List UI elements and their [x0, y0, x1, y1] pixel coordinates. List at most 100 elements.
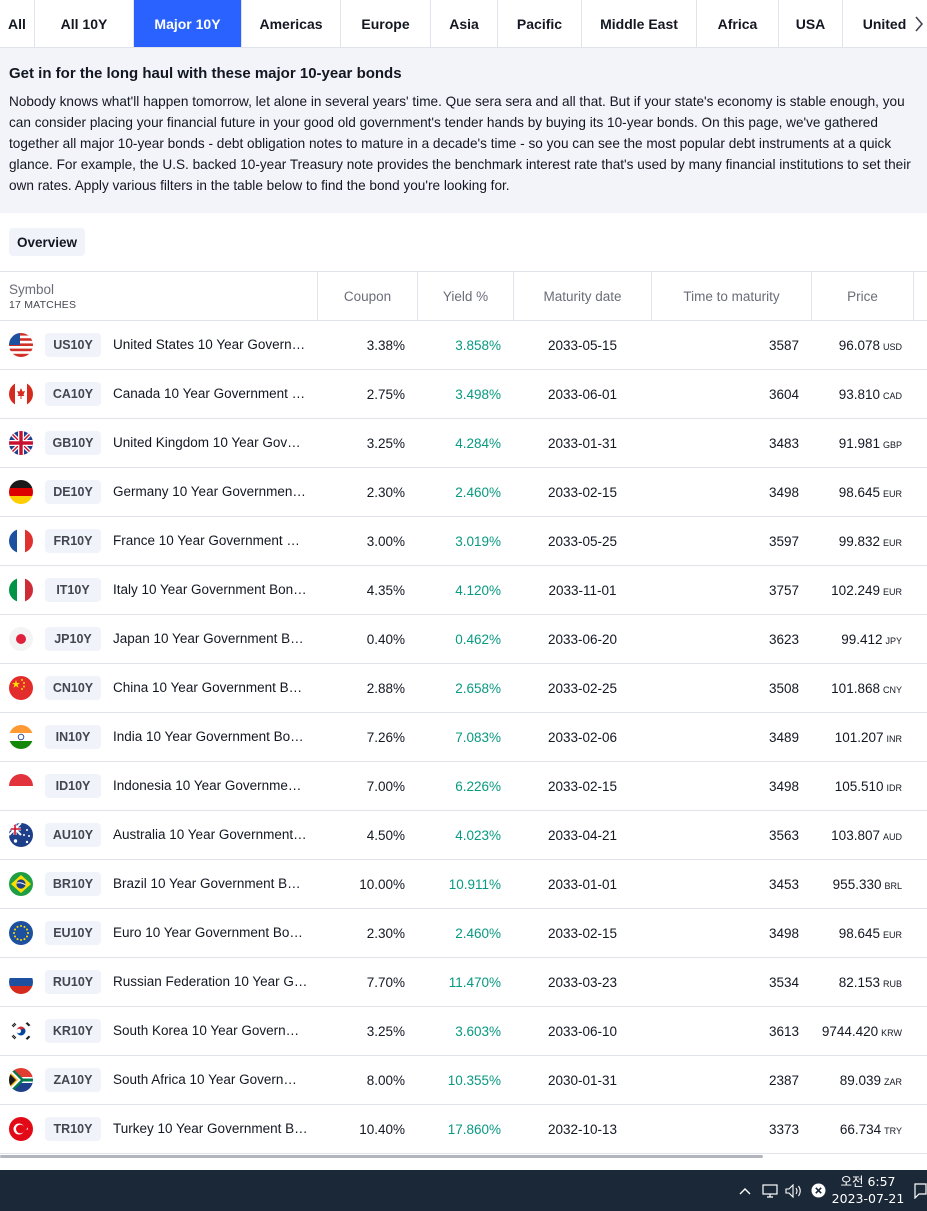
de-flag-icon	[9, 480, 33, 504]
price-cell: 955.330 BRL	[812, 860, 902, 908]
bond-description[interactable]: China 10 Year Government Bonds Yield	[113, 680, 308, 695]
header-price[interactable]: Price	[812, 272, 914, 320]
chevron-up-icon[interactable]	[736, 1170, 754, 1211]
price-cell: 102.249 EUR	[812, 566, 902, 614]
bond-description[interactable]: Germany 10 Year Government Bonds Yield	[113, 484, 308, 499]
table-row[interactable]: DE10Y Germany 10 Year Government Bonds Yi…	[0, 468, 927, 517]
currency-code: INR	[886, 733, 903, 744]
tab-all[interactable]: All	[0, 0, 35, 47]
bond-description[interactable]: Turkey 10 Year Government Bonds Yield	[113, 1121, 308, 1136]
tab-africa[interactable]: Africa	[697, 0, 779, 47]
table-row[interactable]: JP10Y Japan 10 Year Government Bonds Yiel…	[0, 615, 927, 664]
table-row[interactable]: IT10Y Italy 10 Year Government Bonds Yiel…	[0, 566, 927, 615]
currency-code: JPY	[885, 635, 902, 646]
table-row[interactable]: RU10Y Russian Federation 10 Year Governme…	[0, 958, 927, 1007]
gb-flag-icon	[9, 431, 33, 455]
tab-usa[interactable]: USA	[779, 0, 843, 47]
table-row[interactable]: ZA10Y South Africa 10 Year Government Bon…	[0, 1056, 927, 1105]
bond-description[interactable]: Indonesia 10 Year Government Bonds Yield	[113, 778, 308, 793]
bond-description[interactable]: Australia 10 Year Government Bonds Yield	[113, 827, 308, 842]
maturity-date-value: 2033-03-23	[547, 974, 618, 990]
fr-flag-icon	[9, 529, 33, 553]
ticker-badge[interactable]: IT10Y	[45, 578, 101, 602]
table-row[interactable]: AU10Y Australia 10 Year Government Bonds …	[0, 811, 927, 860]
ticker-badge[interactable]: DE10Y	[45, 480, 101, 504]
bond-description[interactable]: India 10 Year Government Bonds Yield	[113, 729, 308, 744]
ticker-badge[interactable]: JP10Y	[45, 627, 101, 651]
speaker-icon[interactable]	[784, 1170, 804, 1211]
bond-description[interactable]: Russian Federation 10 Year Government Bo…	[113, 974, 308, 989]
header-symbol[interactable]: Symbol 17 MATCHES	[0, 272, 318, 320]
ticker-badge[interactable]: KR10Y	[45, 1019, 101, 1043]
table-row[interactable]: TR10Y Turkey 10 Year Government Bonds Yie…	[0, 1105, 927, 1154]
clock-date: 2023-07-21	[831, 1191, 905, 1206]
bond-description[interactable]: Euro 10 Year Government Bonds Yield	[113, 925, 308, 940]
notification-icon[interactable]	[914, 1170, 927, 1211]
tab-major-10y[interactable]: Major 10Y	[134, 0, 242, 47]
ticker-badge[interactable]: FR10Y	[45, 529, 101, 553]
bond-description[interactable]: Brazil 10 Year Government Bonds Yield	[113, 876, 308, 891]
tab-asia[interactable]: Asia	[431, 0, 498, 47]
ticker-badge[interactable]: ZA10Y	[45, 1068, 101, 1092]
ticker-badge[interactable]: EU10Y	[45, 921, 101, 945]
ticker-badge[interactable]: BR10Y	[45, 872, 101, 896]
table-row[interactable]: EU10Y Euro 10 Year Government Bonds Yield…	[0, 909, 927, 958]
ticker-badge[interactable]: CN10Y	[45, 676, 101, 700]
table-row[interactable]: CA10Y Canada 10 Year Government Bonds Yie…	[0, 370, 927, 419]
maturity-date-value: 2032-10-13	[547, 1121, 618, 1137]
price-cell: 91.981 GBP	[812, 419, 902, 467]
table-row[interactable]: BR10Y Brazil 10 Year Government Bonds Yie…	[0, 860, 927, 909]
table-row[interactable]: CN10Y China 10 Year Government Bonds Yiel…	[0, 664, 927, 713]
tab-middle-east[interactable]: Middle East	[582, 0, 697, 47]
table-row[interactable]: US10Y United States 10 Year Government Bo…	[0, 321, 927, 370]
header-maturity-date[interactable]: Maturity date	[514, 272, 652, 320]
bond-description[interactable]: United States 10 Year Government Bonds Y…	[113, 337, 308, 352]
bond-description[interactable]: South Korea 10 Year Government Bonds Yie…	[113, 1023, 308, 1038]
price-value: 91.981	[838, 435, 880, 451]
cn-flag-icon	[9, 676, 33, 700]
tab-all-10y[interactable]: All 10Y	[35, 0, 134, 47]
header-time-to-maturity[interactable]: Time to maturity	[652, 272, 812, 320]
market-tabs: All All 10Y Major 10Y Americas Europe Asia Pac…	[0, 0, 927, 48]
table-row[interactable]: FR10Y France 10 Year Government Bonds Yie…	[0, 517, 927, 566]
bond-description[interactable]: South Africa 10 Year Government Bonds Yi…	[113, 1072, 308, 1087]
tab-pacific[interactable]: Pacific	[498, 0, 582, 47]
ticker-badge[interactable]: ID10Y	[45, 774, 101, 798]
maturity-date-value: 2033-06-20	[547, 631, 618, 647]
ticker-badge[interactable]: RU10Y	[45, 970, 101, 994]
ticker-badge[interactable]: IN10Y	[45, 725, 101, 749]
bond-description[interactable]: United Kingdom 10 Year Government Bonds …	[113, 435, 308, 450]
time-to-maturity-value: 3604	[768, 386, 799, 402]
tab-americas[interactable]: Americas	[242, 0, 341, 47]
tabs-scroll-right-icon[interactable]	[911, 0, 927, 47]
bond-description[interactable]: Japan 10 Year Government Bonds Yield	[113, 631, 308, 646]
intro-title: Get in for the long haul with these majo…	[9, 65, 402, 82]
table-row[interactable]: IN10Y India 10 Year Government Bonds Yiel…	[0, 713, 927, 762]
ticker-badge[interactable]: CA10Y	[45, 382, 101, 406]
tab-europe[interactable]: Europe	[341, 0, 431, 47]
header-coupon[interactable]: Coupon	[318, 272, 418, 320]
maturity-date-value: 2033-02-06	[547, 729, 618, 745]
windows-taskbar: 오전 6:57 2023-07-21	[0, 1170, 927, 1211]
ticker-badge[interactable]: US10Y	[45, 333, 101, 357]
currency-code: AUD	[882, 831, 902, 842]
coupon-value: 3.38%	[366, 337, 405, 353]
network-icon[interactable]	[760, 1170, 780, 1211]
horizontal-scrollbar[interactable]	[0, 1155, 763, 1158]
table-row[interactable]: GB10Y United Kingdom 10 Year Government B…	[0, 419, 927, 468]
id-flag-icon	[9, 774, 33, 798]
us-flag-icon	[9, 333, 33, 357]
bond-description[interactable]: France 10 Year Government Bonds Yield	[113, 533, 308, 548]
ticker-badge[interactable]: GB10Y	[45, 431, 101, 455]
table-row[interactable]: KR10Y South Korea 10 Year Government Bond…	[0, 1007, 927, 1056]
overview-button[interactable]: Overview	[9, 228, 86, 256]
maturity-date-value: 2033-02-15	[547, 484, 618, 500]
close-circle-icon[interactable]	[808, 1170, 828, 1211]
ticker-badge[interactable]: AU10Y	[45, 823, 101, 847]
ticker-badge[interactable]: TR10Y	[45, 1117, 101, 1141]
table-row[interactable]: ID10Y Indonesia 10 Year Government Bonds …	[0, 762, 927, 811]
taskbar-clock[interactable]: 오전 6:57 2023-07-21	[826, 1173, 910, 1207]
header-yield[interactable]: Yield %	[418, 272, 514, 320]
bond-description[interactable]: Canada 10 Year Government Bonds Yield	[113, 386, 308, 401]
bond-description[interactable]: Italy 10 Year Government Bonds Yield	[113, 582, 308, 597]
